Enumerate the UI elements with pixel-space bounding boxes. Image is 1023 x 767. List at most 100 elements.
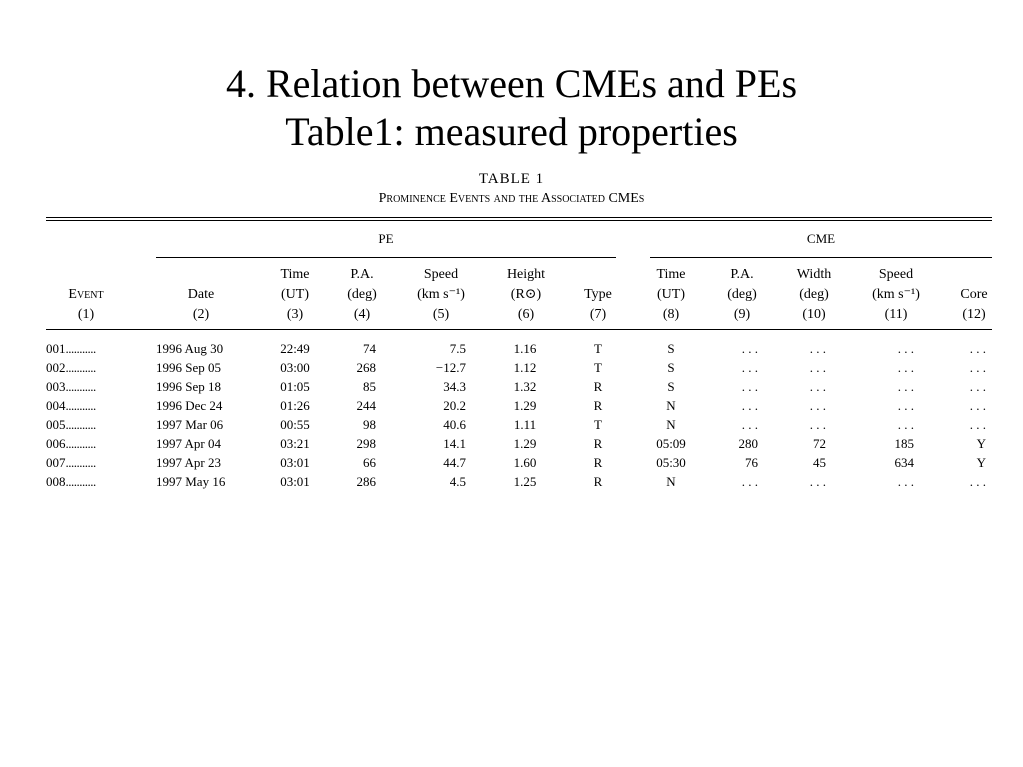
column-header-cme-speed-line-3: (11): [884, 307, 908, 322]
cell-date: 1996 Sep 05: [156, 360, 221, 375]
cell-event: 007...........: [46, 453, 118, 472]
cell-width: . . .: [809, 360, 826, 375]
table-body: 001........... 1996 Aug 30 22:49 74 7.5 1.16 T…: [0, 339, 1023, 491]
cell-height: 1.16: [513, 341, 537, 356]
cell-cme-pa: . . .: [741, 417, 758, 432]
table-row: 005........... 1997 Mar 06 00:55 98 40.6 1.11…: [0, 415, 1023, 434]
column-header-cme-pa-line-2: (deg): [727, 287, 757, 302]
cell-type: R: [593, 436, 603, 451]
leader-dots: ...........: [65, 379, 97, 394]
group-header-cme: CME: [806, 231, 836, 246]
column-header-event: Event (1): [50, 265, 122, 325]
cell-time: 01:26: [280, 398, 310, 413]
table-row: 007........... 1997 Apr 23 03:01 66 44.7 1.60…: [0, 453, 1023, 472]
cell-type: R: [593, 474, 603, 489]
table-row: 004........... 1996 Dec 24 01:26 244 20.2 1.2…: [0, 396, 1023, 415]
cell-height: 1.29: [513, 398, 537, 413]
cell-core: . . .: [969, 360, 986, 375]
cell-date: 1996 Aug 30: [156, 341, 224, 356]
cell-event: 008...........: [46, 472, 118, 491]
column-header-date: Date (2): [156, 265, 246, 325]
column-header-width: Width (deg) (10): [786, 265, 842, 325]
column-header-width-line-2: (deg): [799, 287, 829, 302]
cell-height: 1.11: [513, 417, 537, 432]
column-header-core-line-1: [952, 265, 996, 285]
cell-cme-pa: . . .: [741, 360, 758, 375]
cell-event: 004...........: [46, 396, 118, 415]
column-header-speed-line-2: (km s⁻¹): [417, 287, 465, 302]
cell-width: . . .: [809, 398, 826, 413]
cell-date: 1996 Dec 24: [156, 398, 223, 413]
cell-core: . . .: [969, 379, 986, 394]
column-header-cme-speed-line-1: Speed: [878, 267, 914, 282]
cell-cme-speed: . . .: [897, 360, 914, 375]
leader-dots: ...........: [65, 474, 97, 489]
column-header-type: Type (7): [576, 265, 620, 325]
cell-type: T: [594, 341, 602, 356]
column-header-speed-line-1: Speed: [423, 267, 459, 282]
leader-dots: ...........: [65, 417, 97, 432]
column-header-core-line-2: Core: [960, 287, 988, 302]
slide-title: 4. Relation between CMEs and PEs Table1:…: [0, 60, 1023, 156]
leader-dots: ...........: [65, 398, 97, 413]
cell-pa: 66: [363, 455, 376, 470]
column-header-core-line-3: (12): [962, 307, 986, 322]
cell-cme-time: N: [666, 474, 676, 489]
cell-core: . . .: [969, 474, 986, 489]
cell-time: 03:21: [280, 436, 310, 451]
column-header-date-line-1: [156, 265, 246, 285]
cell-cme-time: 05:30: [656, 455, 686, 470]
cell-speed: −12.7: [435, 360, 466, 375]
column-header-date-line-3: (2): [192, 307, 210, 322]
cell-type: R: [593, 379, 603, 394]
table-subtitle: Prominence Events and the Associated CME…: [378, 191, 645, 206]
cell-cme-pa: . . .: [741, 341, 758, 356]
table-row: 006........... 1997 Apr 04 03:21 298 14.1 1.2…: [0, 434, 1023, 453]
cell-type: T: [594, 360, 602, 375]
cell-speed: 40.6: [443, 417, 466, 432]
cell-speed: 20.2: [443, 398, 466, 413]
column-header-pa-line-3: (4): [353, 307, 371, 322]
header-bottom-rule: [46, 329, 992, 330]
cell-speed: 4.5: [449, 474, 466, 489]
cell-cme-time: 05:09: [656, 436, 686, 451]
cell-event-id: 002: [46, 360, 66, 375]
cell-time: 03:01: [280, 474, 310, 489]
cell-date: 1996 Sep 18: [156, 379, 221, 394]
table-caption: TABLE 1 Prominence Events and the Associ…: [0, 170, 1023, 210]
cell-width: 72: [813, 436, 826, 451]
cell-cme-time: N: [666, 417, 676, 432]
cell-cme-time: S: [667, 379, 675, 394]
cell-pa: 74: [363, 341, 376, 356]
cell-cme-pa: 76: [745, 455, 758, 470]
column-header-time-line-1: Time: [280, 267, 310, 282]
leader-dots: ...........: [65, 436, 97, 451]
cell-cme-pa: . . .: [741, 398, 758, 413]
cell-event-id: 004: [46, 398, 66, 413]
table-row: 001........... 1996 Aug 30 22:49 74 7.5 1.16 T…: [0, 339, 1023, 358]
cell-date: 1997 Apr 23: [156, 455, 221, 470]
cell-height: 1.60: [513, 455, 537, 470]
cell-date: 1997 May 16: [156, 474, 226, 489]
column-header-speed: Speed (km s⁻¹) (5): [404, 265, 478, 325]
column-header-cme-speed-line-2: (km s⁻¹): [872, 287, 920, 302]
cell-pa: 286: [356, 474, 377, 489]
cell-event: 006...........: [46, 434, 118, 453]
cell-core: Y: [976, 455, 986, 470]
cell-time: 00:55: [280, 417, 310, 432]
cell-cme-pa: . . .: [741, 474, 758, 489]
cell-pa: 98: [363, 417, 376, 432]
cell-time: 22:49: [280, 341, 310, 356]
column-header-speed-line-3: (5): [432, 307, 450, 322]
cell-date: 1997 Apr 04: [156, 436, 221, 451]
top-rule-2: [46, 220, 992, 221]
cell-pa: 298: [356, 436, 377, 451]
group-header-pe: PE: [378, 231, 394, 246]
cell-height: 1.29: [513, 436, 537, 451]
column-header-cme-time: Time (UT) (8): [646, 265, 696, 325]
column-header-type-line-1: [576, 265, 620, 285]
column-header-event-line-3: (1): [77, 307, 95, 322]
column-header-event-line-1: [50, 265, 122, 285]
cell-height: 1.12: [513, 360, 537, 375]
column-header-cme-speed: Speed (km s⁻¹) (11): [862, 265, 930, 325]
